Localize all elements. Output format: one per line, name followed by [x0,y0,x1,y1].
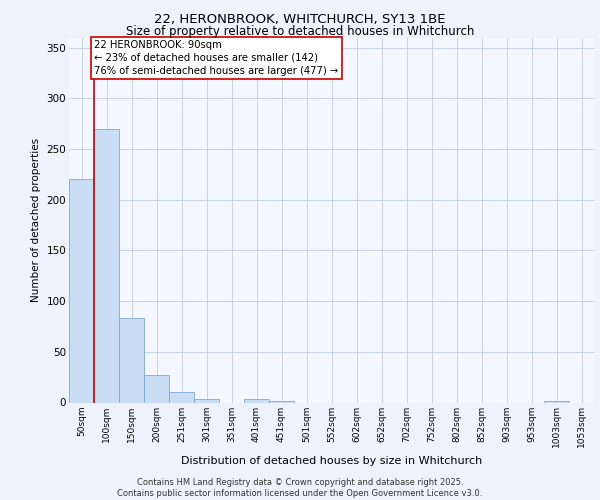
Bar [119,318,144,402]
Text: Size of property relative to detached houses in Whitchurch: Size of property relative to detached ho… [126,25,474,38]
Bar [244,400,269,402]
X-axis label: Distribution of detached houses by size in Whitchurch: Distribution of detached houses by size … [181,456,482,466]
Text: Contains HM Land Registry data © Crown copyright and database right 2025.
Contai: Contains HM Land Registry data © Crown c… [118,478,482,498]
Bar [169,392,194,402]
Text: 22, HERONBROOK, WHITCHURCH, SY13 1BE: 22, HERONBROOK, WHITCHURCH, SY13 1BE [154,12,446,26]
Bar [94,128,119,402]
Bar [69,180,94,402]
Y-axis label: Number of detached properties: Number of detached properties [31,138,41,302]
Bar [194,400,219,402]
Text: 22 HERONBROOK: 90sqm
← 23% of detached houses are smaller (142)
76% of semi-deta: 22 HERONBROOK: 90sqm ← 23% of detached h… [94,40,338,76]
Bar [144,375,169,402]
